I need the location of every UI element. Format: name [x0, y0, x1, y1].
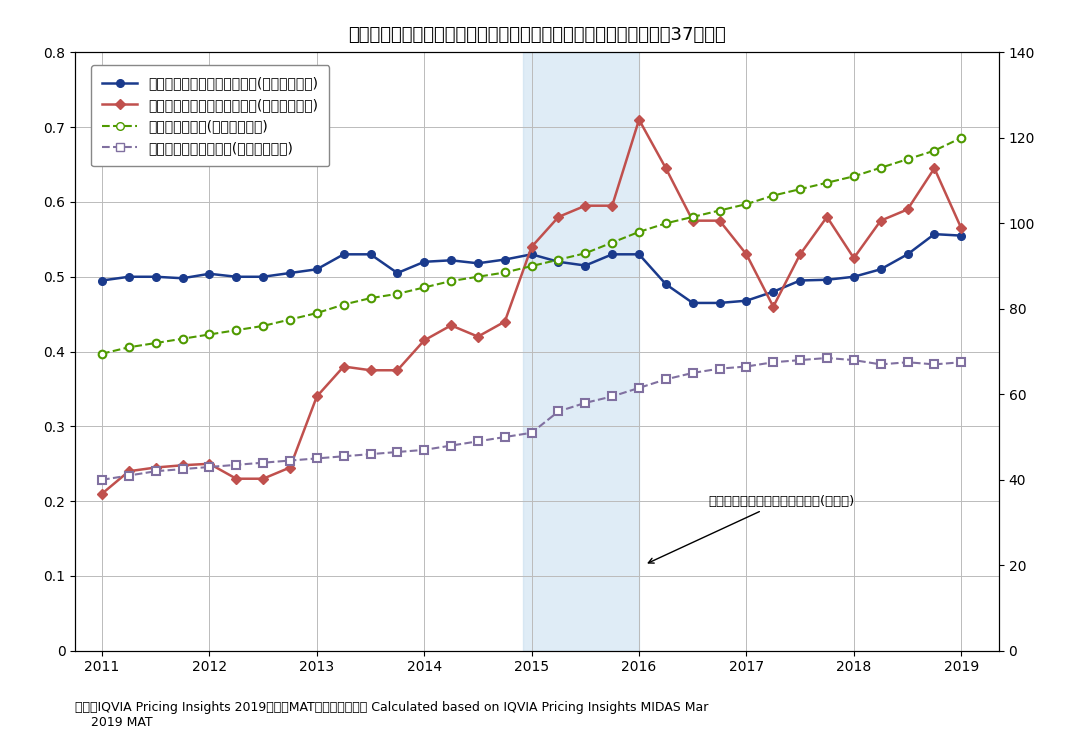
- Bar: [523, 52, 639, 651]
- Text: 出所：IQVIA Pricing Insights 2019年３月MATをもとに作成／ Calculated based on IQVIA Pricing In: 出所：IQVIA Pricing Insights 2019年３月MATをもとに…: [75, 702, 709, 729]
- Text: 図１　米国における価格プレミアムの推移（全期間データがとれる37成分）: 図１ 米国における価格プレミアムの推移（全期間データがとれる37成分）: [348, 26, 726, 44]
- Text: 既存比較薬の特許保護満了時期(平均値): 既存比較薬の特許保護満了時期(平均値): [649, 494, 855, 563]
- Legend: 新薬の価格プレミアム平均値(対数値、左軸), 新薬の価格プレミアム中央値(対数値、左軸), 新薬の平均価格(米ドル、右軸), 既存比較薬の平均価格(米ドル、右軸: 新薬の価格プレミアム平均値(対数値、左軸), 新薬の価格プレミアム中央値(対数値…: [91, 65, 330, 166]
